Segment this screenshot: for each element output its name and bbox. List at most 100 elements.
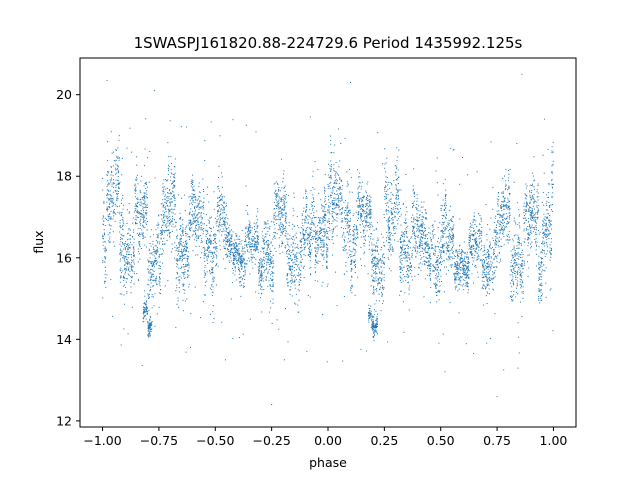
- data-point: [267, 220, 269, 222]
- data-point: [300, 232, 302, 234]
- data-point: [198, 224, 200, 225]
- data-point: [350, 256, 352, 258]
- data-point: [373, 333, 375, 335]
- data-point: [238, 255, 240, 257]
- data-point: [281, 224, 283, 226]
- data-point: [444, 229, 446, 231]
- data-point: [389, 216, 391, 218]
- data-point: [107, 172, 109, 174]
- data-point: [116, 156, 117, 158]
- data-point: [360, 197, 362, 199]
- data-point: [167, 205, 169, 207]
- data-point: [147, 295, 149, 297]
- data-point: [176, 247, 178, 249]
- data-point: [248, 224, 250, 226]
- data-point: [262, 240, 264, 242]
- data-point: [212, 267, 214, 269]
- data-point: [130, 229, 132, 231]
- data-point: [170, 192, 172, 194]
- data-point: [117, 147, 119, 149]
- data-point: [354, 253, 356, 255]
- data-point: [380, 249, 382, 251]
- data-point: [449, 226, 451, 228]
- data-point: [386, 157, 388, 159]
- data-point: [363, 196, 365, 198]
- data-point: [351, 251, 353, 253]
- data-point: [282, 196, 284, 198]
- data-point: [330, 194, 332, 196]
- data-point: [440, 262, 442, 264]
- data-point: [368, 315, 370, 317]
- data-point: [327, 232, 328, 234]
- data-point: [212, 281, 214, 283]
- data-point: [208, 251, 210, 253]
- data-point: [163, 216, 165, 218]
- data-point: [296, 264, 298, 266]
- data-point: [273, 221, 275, 223]
- data-point: [416, 252, 418, 254]
- data-point: [120, 251, 122, 253]
- data-point: [226, 244, 228, 246]
- data-point: [304, 238, 306, 240]
- data-point: [161, 229, 163, 231]
- data-point: [198, 226, 200, 228]
- data-point: [372, 253, 374, 255]
- data-point: [143, 221, 145, 223]
- data-point: [376, 313, 378, 315]
- data-point: [321, 228, 323, 230]
- data-point: [185, 246, 187, 248]
- data-point: [162, 190, 164, 192]
- data-point: [348, 226, 350, 228]
- data-point: [432, 270, 434, 272]
- data-point: [354, 239, 356, 241]
- data-point: [144, 310, 146, 312]
- data-point: [369, 199, 371, 201]
- data-point: [400, 247, 402, 249]
- data-point: [150, 272, 152, 274]
- data-point: [190, 185, 192, 187]
- data-point: [235, 242, 237, 244]
- data-point: [389, 235, 391, 237]
- data-point: [143, 192, 145, 194]
- data-point: [214, 235, 216, 237]
- data-point: [373, 314, 375, 316]
- data-point: [363, 243, 365, 245]
- data-point: [161, 202, 163, 204]
- data-point: [387, 248, 389, 250]
- data-point: [266, 247, 268, 249]
- data-point: [336, 182, 338, 184]
- data-point: [280, 201, 282, 203]
- data-point: [136, 178, 138, 180]
- data-point: [365, 203, 367, 205]
- data-point: [394, 215, 396, 217]
- data-point: [147, 279, 149, 281]
- data-point: [210, 242, 212, 244]
- data-point: [347, 231, 349, 233]
- data-point: [367, 200, 369, 202]
- data-point: [118, 135, 120, 137]
- data-point: [183, 283, 185, 285]
- data-point: [288, 222, 290, 224]
- data-point: [302, 231, 304, 233]
- data-point: [134, 211, 136, 213]
- data-point: [121, 253, 123, 255]
- data-point: [443, 245, 445, 247]
- data-point: [393, 225, 395, 227]
- data-point: [123, 243, 125, 245]
- data-point: [103, 256, 105, 258]
- data-point: [398, 218, 400, 220]
- data-point: [322, 210, 324, 212]
- data-point: [256, 234, 258, 236]
- data-point: [296, 275, 298, 277]
- data-point: [109, 197, 111, 199]
- data-point: [258, 278, 260, 280]
- data-point: [444, 205, 446, 207]
- data-point: [285, 213, 287, 215]
- data-point: [316, 246, 318, 248]
- data-point: [129, 242, 131, 244]
- data-point: [167, 234, 168, 236]
- data-point: [189, 227, 191, 229]
- data-point: [373, 229, 375, 231]
- data-point: [197, 217, 199, 219]
- data-point: [187, 257, 189, 259]
